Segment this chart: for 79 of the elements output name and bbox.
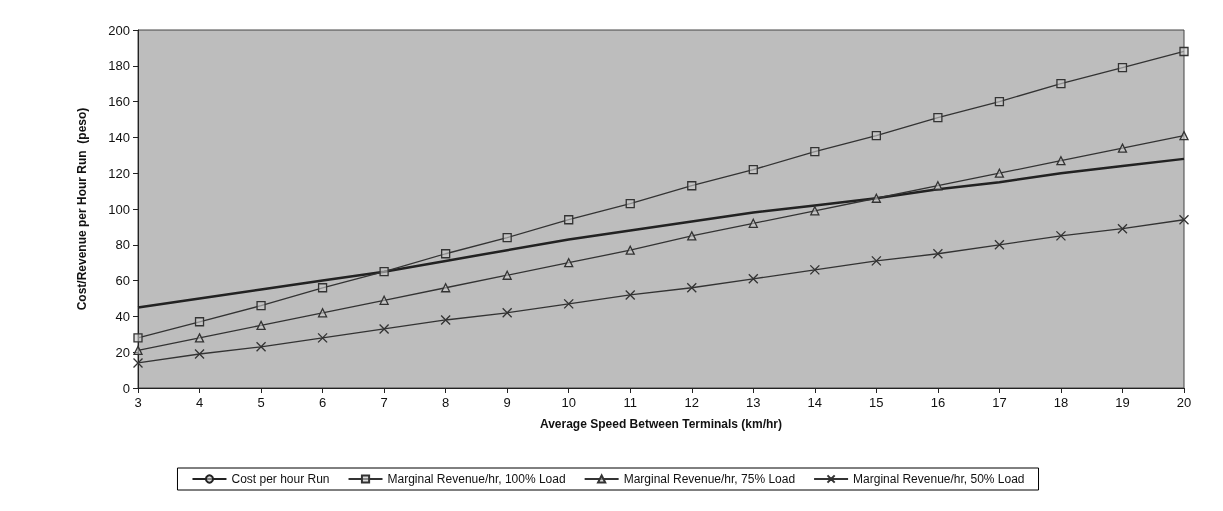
x-tick-label: 16 bbox=[930, 395, 946, 410]
y-axis-title: Cost/Revenue per Hour Run (peso) bbox=[75, 107, 89, 311]
y-tick-label: 200 bbox=[108, 22, 130, 38]
point bbox=[502, 232, 512, 243]
y-tick-label: 180 bbox=[108, 58, 130, 74]
x-tick-label: 20 bbox=[1176, 395, 1192, 410]
point bbox=[1056, 79, 1066, 89]
point bbox=[379, 267, 389, 277]
x-tick-label: 15 bbox=[869, 395, 884, 410]
point bbox=[133, 333, 143, 343]
point bbox=[625, 289, 636, 301]
y-tick-label: 60 bbox=[115, 273, 130, 289]
point bbox=[994, 239, 1005, 250]
point bbox=[748, 164, 758, 175]
point bbox=[441, 249, 451, 259]
x-tick-label: 19 bbox=[1115, 395, 1130, 410]
point bbox=[564, 258, 574, 268]
point bbox=[317, 308, 328, 318]
point bbox=[1056, 156, 1066, 166]
point bbox=[1178, 214, 1190, 225]
y-tick-label: 0 bbox=[122, 380, 130, 396]
point bbox=[871, 255, 882, 267]
point bbox=[687, 181, 697, 191]
x-tick-label: 12 bbox=[684, 395, 699, 410]
point bbox=[932, 248, 944, 259]
point bbox=[625, 198, 635, 209]
point bbox=[933, 113, 943, 123]
point bbox=[1179, 46, 1189, 57]
point bbox=[625, 245, 635, 255]
y-tick-label: 20 bbox=[115, 344, 130, 360]
x-tick-label: 5 bbox=[257, 395, 265, 410]
point bbox=[317, 283, 328, 293]
y-tick-label: 120 bbox=[108, 165, 130, 181]
point bbox=[748, 218, 758, 228]
y-tick-label: 140 bbox=[108, 129, 130, 145]
point bbox=[1179, 130, 1189, 141]
point bbox=[564, 215, 574, 225]
point bbox=[256, 301, 266, 311]
x-tick-label: 8 bbox=[442, 395, 450, 410]
x-tick-label: 11 bbox=[623, 395, 637, 410]
x-tick-label: 18 bbox=[1053, 395, 1069, 410]
point bbox=[994, 96, 1005, 107]
point bbox=[317, 332, 328, 344]
point bbox=[1117, 62, 1128, 73]
x-tick-label: 9 bbox=[503, 395, 511, 410]
point bbox=[502, 270, 512, 280]
x-tick-label: 7 bbox=[380, 395, 388, 410]
legend-label: Marginal Revenue/hr, 75% Load bbox=[623, 472, 796, 486]
point bbox=[810, 147, 820, 157]
y-tick-label: 160 bbox=[108, 94, 130, 110]
point bbox=[748, 273, 759, 284]
x-tick-label: 10 bbox=[561, 395, 576, 410]
y-tick-label: 40 bbox=[115, 308, 130, 324]
y-tick-label: 100 bbox=[108, 201, 130, 217]
point bbox=[194, 317, 205, 327]
x-tick-label: 6 bbox=[318, 395, 327, 410]
x-axis-title: Average Speed Between Terminals (km/hr) bbox=[539, 417, 783, 431]
x-tick-label: 13 bbox=[746, 395, 761, 410]
point bbox=[563, 298, 574, 310]
legend-label: Marginal Revenue/hr, 100% Load bbox=[387, 472, 566, 486]
point bbox=[441, 283, 451, 293]
y-tick-label: 80 bbox=[115, 237, 130, 253]
x-tick-label: 3 bbox=[134, 395, 142, 410]
point bbox=[1117, 223, 1128, 234]
point bbox=[440, 314, 451, 326]
point bbox=[194, 348, 205, 360]
point bbox=[1055, 230, 1067, 241]
point bbox=[687, 231, 697, 241]
point bbox=[871, 130, 881, 141]
point bbox=[194, 333, 205, 343]
point bbox=[933, 181, 943, 191]
x-tick-label: 4 bbox=[195, 395, 204, 410]
legend-label: Cost per hour Run bbox=[231, 472, 330, 486]
x-tick-label: 17 bbox=[992, 395, 1007, 410]
legend-label: Marginal Revenue/hr, 50% Load bbox=[853, 472, 1025, 486]
point bbox=[255, 341, 267, 352]
point bbox=[810, 206, 820, 216]
point bbox=[379, 295, 389, 305]
x-tick-label: 14 bbox=[807, 395, 823, 410]
